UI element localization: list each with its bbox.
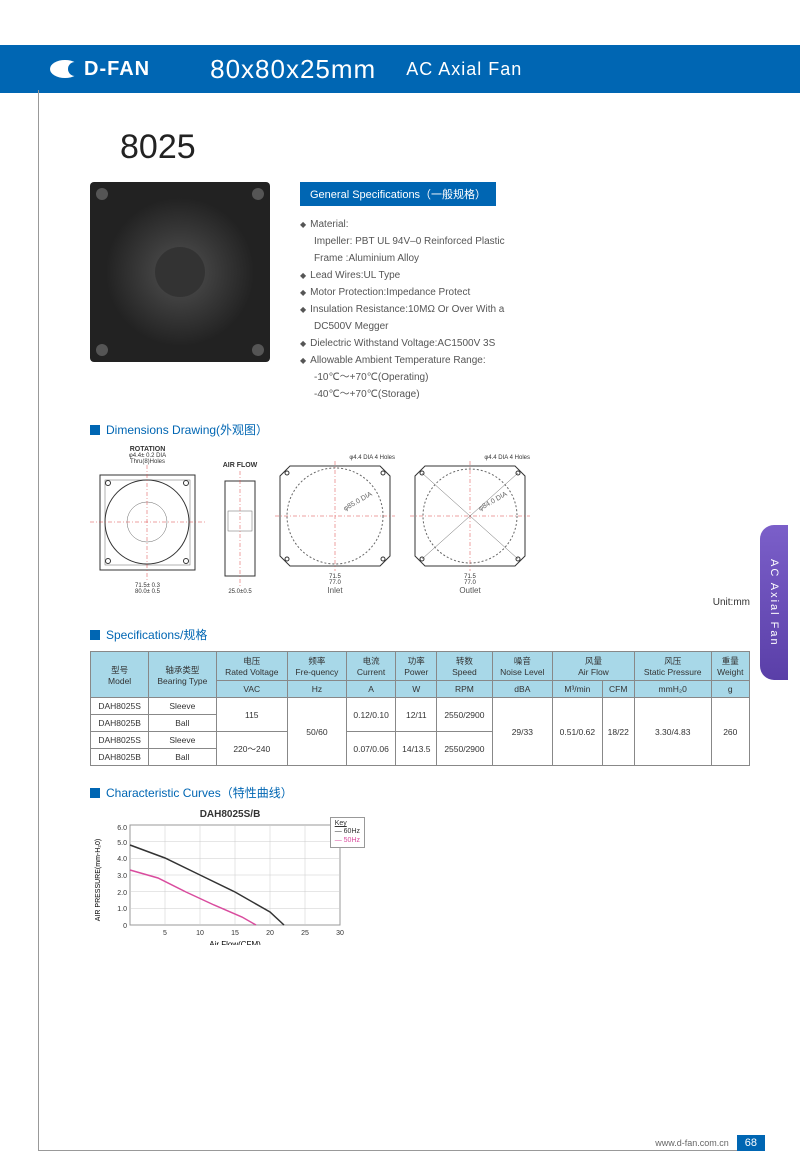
dimensions-title: 80x80x25mm — [210, 54, 376, 85]
spec-sub: -10℃～+70℃(Operating) — [300, 369, 750, 386]
svg-text:4.0: 4.0 — [117, 856, 127, 863]
product-photo — [90, 182, 270, 362]
chart-ylabel: AIR PRESSURE(mm-H₂0) — [95, 839, 102, 921]
svg-text:φ84.0 DIA: φ84.0 DIA — [478, 491, 509, 513]
curves-section-title: Characteristic Curves（特性曲线） — [90, 784, 750, 801]
inlet-diagram: φ85.0 DIA — [275, 461, 395, 571]
svg-text:6.0: 6.0 — [117, 825, 127, 832]
airflow-label: AIR FLOW — [220, 462, 260, 469]
svg-text:10: 10 — [196, 930, 204, 937]
svg-text:3.0: 3.0 — [117, 873, 127, 880]
spec-sub: Frame :Aluminium Alloy — [300, 250, 750, 267]
table-row: DAH8025SSleeve 115 50/60 0.12/0.10 12/11… — [91, 698, 750, 715]
spec-sub: Impeller: PBT UL 94V–0 Reinforced Plasti… — [300, 233, 750, 250]
spec-item: Motor Protection:Impedance Protect — [300, 284, 750, 301]
svg-text:5.0: 5.0 — [117, 840, 127, 847]
svg-text:5: 5 — [163, 930, 167, 937]
chart-xlabel: Air Flow(CFM) — [209, 940, 261, 945]
specifications-table: 型号Model 轴承类型Bearing Type 电压Rated Voltage… — [90, 651, 750, 766]
svg-text:0: 0 — [123, 923, 127, 930]
svg-text:30: 30 — [336, 930, 344, 937]
dimension-diagrams: ROTATION φ4.4± 0.2 DIA Thru(8)Holes 71.5… — [90, 446, 750, 595]
dimensions-section-title: Dimensions Drawing(外观图） — [90, 421, 750, 438]
svg-text:15: 15 — [231, 930, 239, 937]
model-number: 8025 — [120, 128, 750, 167]
brand-name: D-FAN — [84, 58, 150, 81]
svg-text:20: 20 — [266, 930, 274, 937]
rotation-label: ROTATION — [90, 446, 205, 453]
page-number: 68 — [737, 1135, 765, 1151]
spec-sub: DC500V Megger — [300, 318, 750, 335]
svg-text:1.0: 1.0 — [117, 906, 127, 913]
chart-legend: Key — 60Hz — 50Hz — [330, 817, 365, 848]
general-specs-list: Material: Impeller: PBT UL 94V–0 Reinfor… — [300, 216, 750, 403]
svg-text:25: 25 — [301, 930, 309, 937]
chart-svg: 0 1.0 2.0 3.0 4.0 5.0 6.0 5 10 15 20 25 30 Air Fl… — [90, 820, 370, 945]
characteristic-chart: DAH8025S/B Key — 60Hz — 50Hz — [90, 809, 370, 949]
spec-item: Material: — [300, 216, 750, 233]
specs-section-title: Specifications/规格 — [90, 626, 750, 643]
page-header: D-FAN 80x80x25mm AC Axial Fan — [0, 45, 800, 93]
spec-item: Dielectric Withstand Voltage:AC1500V 3S — [300, 335, 750, 352]
side-view-diagram — [220, 471, 260, 586]
spec-item: Lead Wires:UL Type — [300, 267, 750, 284]
spec-item: Allowable Ambient Temperature Range: — [300, 352, 750, 369]
general-specs-panel: General Specifications（一般规格） Material: I… — [300, 182, 750, 403]
spec-sub: -40℃～+70℃(Storage) — [300, 386, 750, 403]
inlet-label: Inlet — [275, 586, 395, 595]
svg-text:2.0: 2.0 — [117, 890, 127, 897]
general-specs-title: General Specifications（一般规格） — [300, 182, 496, 206]
unit-label: Unit:mm — [90, 597, 750, 608]
outlet-label: Outlet — [410, 586, 530, 595]
outlet-diagram: φ84.0 DIA — [410, 461, 530, 571]
chart-title: DAH8025S/B — [90, 809, 370, 820]
logo-icon — [50, 60, 80, 78]
product-type: AC Axial Fan — [406, 59, 522, 80]
front-view-diagram — [90, 465, 205, 580]
footer-url: www.d-fan.com.cn — [655, 1138, 729, 1148]
svg-text:φ85.0 DIA: φ85.0 DIA — [343, 491, 374, 513]
brand-logo: D-FAN — [50, 58, 150, 81]
page-footer: www.d-fan.com.cn 68 — [655, 1135, 765, 1151]
spec-item: Insulation Resistance:10MΩ Or Over With … — [300, 301, 750, 318]
